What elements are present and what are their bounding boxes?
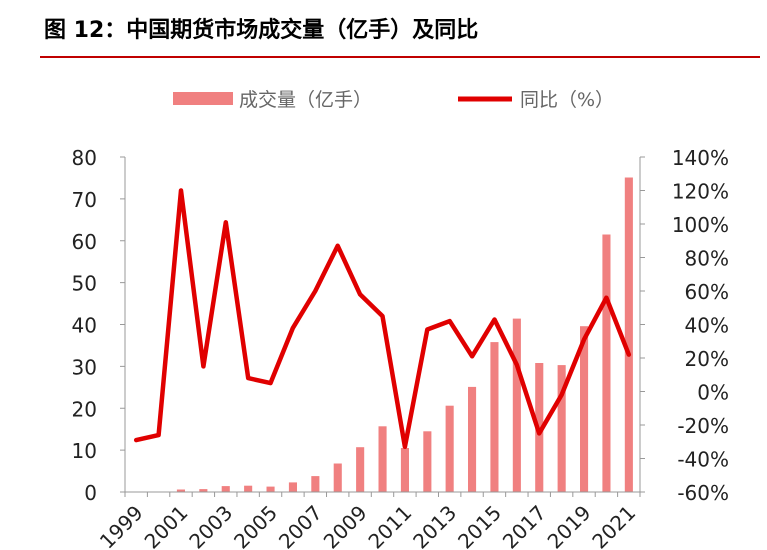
y-right-tick-label: 140% bbox=[672, 146, 729, 170]
x-tick-label: 2007 bbox=[274, 501, 327, 550]
bar bbox=[624, 177, 633, 492]
y-right-tick-label: 120% bbox=[672, 180, 729, 204]
y-left-tick-label: 70 bbox=[72, 188, 97, 212]
line-point bbox=[561, 394, 563, 396]
legend: 成交量（亿手） 同比（%） bbox=[173, 89, 614, 111]
axes: 0 10 20 30 40 50 60 70 80 -60% -40% -20% 0% 20% 40% 60%… bbox=[72, 146, 729, 550]
line-point bbox=[494, 319, 495, 320]
bar bbox=[288, 482, 297, 492]
line-point bbox=[135, 439, 137, 441]
y-right-tick-label: 0% bbox=[697, 381, 729, 405]
x-tick-label: 2013 bbox=[408, 501, 461, 550]
bar bbox=[199, 489, 208, 492]
title-rule bbox=[40, 56, 760, 58]
line-point bbox=[314, 290, 316, 292]
y-right-tick-label: 20% bbox=[685, 347, 729, 371]
line-point bbox=[270, 382, 271, 384]
line-point bbox=[471, 355, 473, 357]
bar bbox=[512, 318, 521, 492]
y-left-tick-label: 80 bbox=[72, 146, 97, 170]
line-point bbox=[583, 339, 585, 341]
y-right-tick-label: 100% bbox=[672, 213, 729, 237]
y-right-tick-label: -40% bbox=[677, 448, 729, 472]
x-tick-label: 2021 bbox=[587, 501, 640, 550]
y-right-tick-label: 40% bbox=[685, 314, 729, 338]
bar bbox=[356, 447, 365, 492]
x-tick-label: 2003 bbox=[184, 501, 237, 550]
line-point bbox=[247, 377, 249, 379]
line-point bbox=[158, 434, 160, 436]
x-tick-label: 2017 bbox=[498, 501, 551, 550]
legend-line-label: 同比（%） bbox=[520, 89, 614, 111]
line-point bbox=[337, 245, 339, 247]
y-left-tick-label: 50 bbox=[72, 272, 97, 296]
bar bbox=[490, 342, 499, 492]
bar bbox=[333, 463, 342, 492]
y-left-tick-label: 30 bbox=[72, 355, 97, 379]
legend-bar-label: 成交量（亿手） bbox=[239, 89, 372, 111]
x-tick-label: 2001 bbox=[140, 501, 193, 550]
line-point bbox=[382, 315, 383, 317]
line-series bbox=[133, 188, 632, 450]
bar bbox=[176, 489, 185, 492]
y-left-tick-label: 60 bbox=[72, 230, 97, 254]
bar bbox=[400, 448, 409, 492]
line-point bbox=[449, 320, 451, 322]
y-left-tick-label: 0 bbox=[84, 481, 97, 505]
y-left-tick-label: 20 bbox=[72, 397, 97, 421]
line-point bbox=[404, 446, 406, 448]
line-point bbox=[202, 365, 204, 367]
y-right-tick-label: 60% bbox=[685, 280, 729, 304]
bar bbox=[221, 486, 230, 492]
x-tick-label: 2009 bbox=[319, 501, 372, 550]
x-tick-label: 2005 bbox=[229, 501, 282, 550]
line-point bbox=[538, 432, 540, 434]
x-tick-label: 1999 bbox=[95, 501, 148, 550]
bar bbox=[423, 431, 432, 492]
line-point bbox=[426, 329, 428, 330]
figure-title: 图 12：中国期货市场成交量（亿手）及同比 bbox=[44, 18, 479, 43]
y-right-tick-label: -20% bbox=[677, 414, 729, 438]
line-point bbox=[628, 354, 630, 356]
y-right-tick-label: 80% bbox=[685, 247, 729, 271]
y-left-tick-label: 10 bbox=[72, 439, 97, 463]
bar bbox=[580, 326, 589, 492]
x-tick-label: 2019 bbox=[543, 501, 596, 550]
legend-bar-swatch bbox=[173, 92, 233, 105]
y-left-tick-label: 40 bbox=[72, 314, 97, 338]
y-right-tick-label: -60% bbox=[677, 481, 729, 505]
x-tick-label: 2015 bbox=[453, 501, 506, 550]
bar bbox=[378, 426, 387, 492]
bar bbox=[266, 486, 275, 492]
yoy-line bbox=[133, 188, 632, 450]
bar bbox=[445, 405, 454, 492]
line-point bbox=[605, 297, 607, 299]
bar bbox=[468, 386, 477, 492]
line-point bbox=[180, 190, 182, 191]
line-point bbox=[225, 221, 227, 223]
bar-series bbox=[132, 177, 633, 492]
bar bbox=[602, 234, 611, 492]
line-point bbox=[516, 364, 518, 366]
x-tick-label: 2011 bbox=[363, 501, 416, 550]
bar bbox=[311, 476, 320, 492]
bar bbox=[557, 365, 566, 492]
line-point bbox=[292, 327, 294, 329]
line-point bbox=[359, 293, 361, 295]
bar bbox=[244, 485, 253, 492]
